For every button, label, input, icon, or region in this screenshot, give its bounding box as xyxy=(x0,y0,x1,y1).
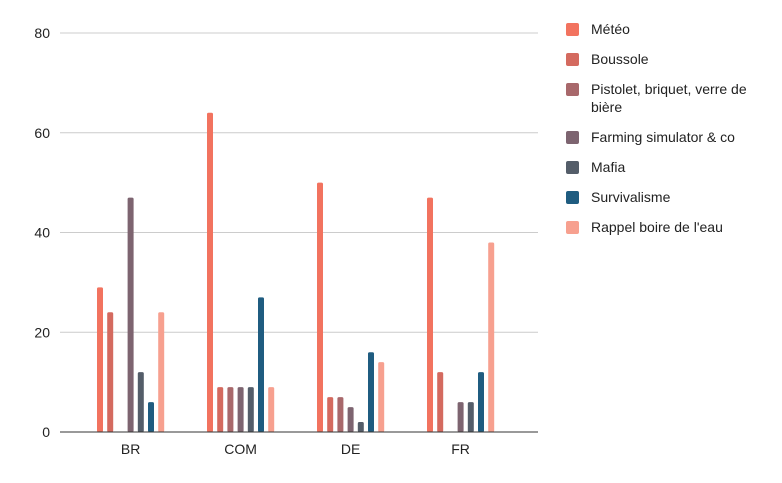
legend-swatch xyxy=(566,23,579,36)
legend-label: Boussole xyxy=(591,51,649,67)
legend-item: Météo xyxy=(566,20,776,38)
legend-swatch xyxy=(566,83,579,96)
legend-swatch xyxy=(566,191,579,204)
legend-item: Mafia xyxy=(566,158,776,176)
bar-fr-series-0 xyxy=(427,197,433,432)
x-tick-label: DE xyxy=(341,441,360,457)
bar-fr-series-1 xyxy=(437,372,444,432)
bars xyxy=(97,112,495,433)
legend-swatch xyxy=(566,53,579,66)
x-tick-label: COM xyxy=(224,441,257,457)
legend-swatch xyxy=(566,221,579,234)
y-tick-label: 0 xyxy=(42,424,50,440)
legend-label: Rappel boire de l'eau xyxy=(591,219,723,235)
bar-com-series-0 xyxy=(207,112,213,433)
bar-com-series-6 xyxy=(268,387,275,432)
bar-br-series-5 xyxy=(148,402,154,432)
bar-com-series-3 xyxy=(237,387,244,432)
x-tick-label: FR xyxy=(451,441,470,457)
y-tick-label: 80 xyxy=(34,25,50,41)
bar-com-series-1 xyxy=(217,387,224,432)
legend: Météo Boussole Pistolet, briquet, verre de… xyxy=(566,20,776,248)
bar-com-series-5 xyxy=(258,297,264,432)
bar-fr-series-6 xyxy=(488,242,495,432)
legend-item: Rappel boire de l'eau xyxy=(566,218,776,236)
bar-de-series-2 xyxy=(337,397,344,432)
bar-de-series-1 xyxy=(327,397,334,432)
bar-br-series-0 xyxy=(97,287,103,432)
bar-de-series-3 xyxy=(347,407,354,432)
legend-label: Survivalisme xyxy=(591,189,671,205)
y-tick-label: 60 xyxy=(34,125,50,141)
bar-de-series-5 xyxy=(368,352,374,432)
bar-de-series-4 xyxy=(357,422,364,432)
bar-de-series-6 xyxy=(378,362,385,432)
legend-label: Météo xyxy=(591,21,630,37)
legend-item: Boussole xyxy=(566,50,776,68)
y-tick-label: 40 xyxy=(34,225,50,241)
bar-de-series-0 xyxy=(317,182,323,432)
bar-br-series-1 xyxy=(107,312,114,432)
bar-com-series-4 xyxy=(247,387,254,432)
bar-br-series-6 xyxy=(158,312,165,432)
bar-br-series-4 xyxy=(137,372,144,432)
gridlines xyxy=(60,32,538,333)
bar-fr-series-5 xyxy=(478,372,484,432)
legend-label: Pistolet, briquet, verre de bière xyxy=(591,81,747,115)
legend-item: Pistolet, briquet, verre de bière xyxy=(566,80,776,116)
bar-fr-series-4 xyxy=(467,402,474,432)
legend-swatch xyxy=(566,131,579,144)
x-axis-labels: BR COM DE FR xyxy=(121,441,470,457)
legend-label: Farming simulator & co xyxy=(591,129,735,145)
legend-item: Farming simulator & co xyxy=(566,128,776,146)
y-tick-label: 20 xyxy=(34,324,50,340)
bar-br-series-3 xyxy=(127,197,134,432)
legend-item: Survivalisme xyxy=(566,188,776,206)
legend-label: Mafia xyxy=(591,159,626,175)
bar-com-series-2 xyxy=(227,387,234,432)
legend-swatch xyxy=(566,161,579,174)
x-tick-label: BR xyxy=(121,441,140,457)
y-axis-labels: 0 20 40 60 80 xyxy=(34,25,50,440)
bar-fr-series-3 xyxy=(457,402,464,432)
